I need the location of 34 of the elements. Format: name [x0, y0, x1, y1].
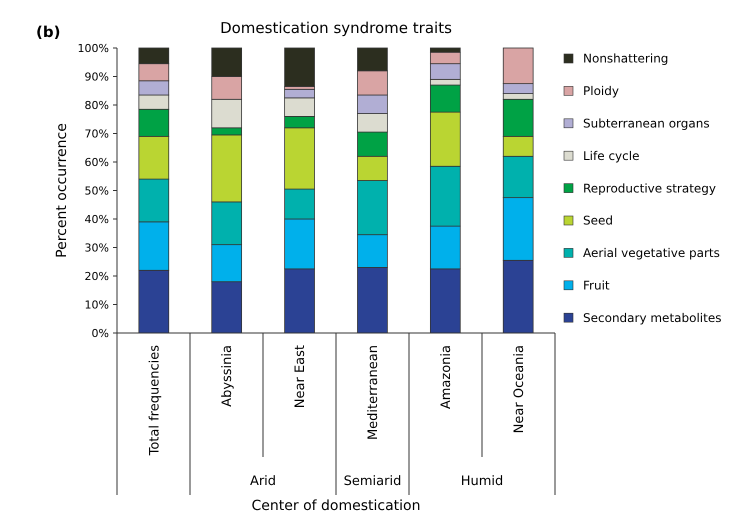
text: Semiarid — [344, 474, 402, 489]
y-tick-label: 10% — [84, 298, 109, 312]
chart-title: Domestication syndrome traits — [220, 19, 452, 37]
y-tick-label: 60% — [84, 156, 109, 169]
legend-label: Subterranean organs — [583, 116, 710, 130]
x-tick-label: Total frequencies — [147, 344, 162, 456]
text: Humid — [460, 474, 504, 489]
y-axis-title: Percent occurrence — [54, 123, 70, 258]
y-tick-label: 80% — [84, 98, 109, 112]
legend-label: Aerial vegetative parts — [583, 246, 720, 260]
y-tick-label: 50% — [84, 184, 109, 198]
x-tick-label: Near East — [293, 345, 308, 408]
legend-label: Nonshattering — [583, 52, 668, 66]
legend-label: Life cycle — [583, 148, 640, 163]
legend-label: Secondary metabolites — [583, 310, 722, 325]
y-tick-label: 20% — [84, 270, 109, 283]
x-tick-label: Amazonia — [438, 345, 454, 410]
legend-label: Reproductive strategy — [583, 181, 716, 196]
legend-label: Seed — [583, 214, 613, 228]
bar — [284, 48, 315, 87]
y-tick-label: 100% — [78, 42, 109, 55]
y-tick-label: 70% — [84, 127, 109, 140]
y-tick-label: 40% — [84, 212, 109, 226]
text: Arid — [250, 474, 276, 489]
y-tick-label: 0% — [92, 326, 109, 340]
text: (b) — [36, 23, 60, 41]
legend-label: Fruit — [583, 278, 610, 292]
y-tick-label: 90% — [84, 70, 109, 84]
y-tick-label: 30% — [84, 241, 109, 254]
x-tick-label: Near Oceania — [512, 345, 527, 434]
legend-label: Ploidy — [583, 84, 619, 98]
x-axis-title: Center of domestication — [252, 498, 420, 514]
x-tick-label: Mediterranean — [366, 345, 381, 440]
x-tick-label: Abyssinia — [220, 345, 236, 407]
